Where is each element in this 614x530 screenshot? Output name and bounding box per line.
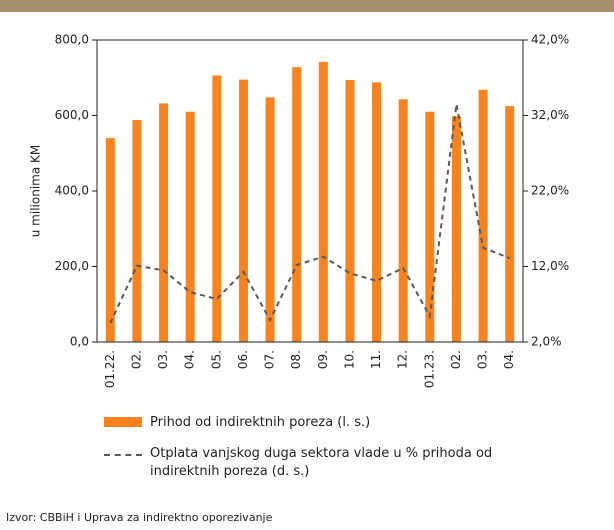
y-tick-label: 400,0 <box>55 184 89 198</box>
bar <box>132 120 142 342</box>
bar <box>478 89 488 342</box>
bar <box>159 103 169 342</box>
y2-tick-label: 2,0% <box>531 335 562 349</box>
bar <box>372 82 382 342</box>
x-tick-label: 04. <box>183 350 197 369</box>
bar <box>238 79 248 342</box>
x-tick-label: 11. <box>369 350 383 369</box>
bar <box>451 116 461 342</box>
bar <box>398 99 408 342</box>
x-tick-label: 05. <box>209 350 223 369</box>
y-tick-label: 0,0 <box>70 335 89 349</box>
x-tick-label: 04. <box>502 350 516 369</box>
x-tick-label: 08. <box>289 350 303 369</box>
x-tick-label: 09. <box>316 350 330 369</box>
y-axis-label: u milionima KM <box>29 145 43 237</box>
y-tick-label: 600,0 <box>55 108 89 122</box>
bar <box>318 61 328 343</box>
top-band <box>0 0 614 12</box>
bar <box>185 111 195 342</box>
legend-entry: Prihod od indirektnih poreza (l. s.) <box>104 414 520 432</box>
x-tick-label: 06. <box>236 350 250 369</box>
source: Izvor: CBBiH i Uprava za indirektno opor… <box>6 511 273 524</box>
x-tick-label: 02. <box>129 350 143 369</box>
chart: u milionima KM 0,0 200,0 400,0 600,0 800,0 2,… <box>29 33 570 389</box>
bar <box>265 97 275 342</box>
y2-tick-label: 12,0% <box>531 259 569 273</box>
x-tick-label: 03. <box>476 350 490 369</box>
x-tick-label: 03. <box>156 350 170 369</box>
y-tick-label: 200,0 <box>55 259 89 273</box>
legend-swatch <box>104 417 142 427</box>
y2-tick-label: 42,0% <box>531 33 569 47</box>
y2-tick-label: 22,0% <box>531 184 569 198</box>
y-tick-label: 800,0 <box>55 33 89 47</box>
x-tick-label: 01.22. <box>103 350 117 388</box>
x-tick-label: 12. <box>396 350 410 369</box>
bar <box>105 138 115 342</box>
legend-label: Prihod od indirektnih poreza (l. s.) <box>150 415 371 430</box>
legend-entry: Otplata vanjskog duga sektora vlade u % … <box>104 445 520 481</box>
x-tick-label: 02. <box>449 350 463 369</box>
bar <box>425 111 435 342</box>
bar <box>505 106 515 342</box>
legend-label: Otplata vanjskog duga sektora vlade u % … <box>150 446 493 479</box>
legend-swatch <box>104 454 142 456</box>
bar <box>292 67 302 343</box>
x-tick-label: 07. <box>263 350 277 369</box>
bar <box>345 80 355 342</box>
line <box>109 103 511 324</box>
x-tick-label: 01.23. <box>422 350 436 388</box>
x-tick-label: 10. <box>342 350 356 369</box>
y2-tick-label: 32,0% <box>531 108 569 122</box>
bar <box>212 75 222 343</box>
